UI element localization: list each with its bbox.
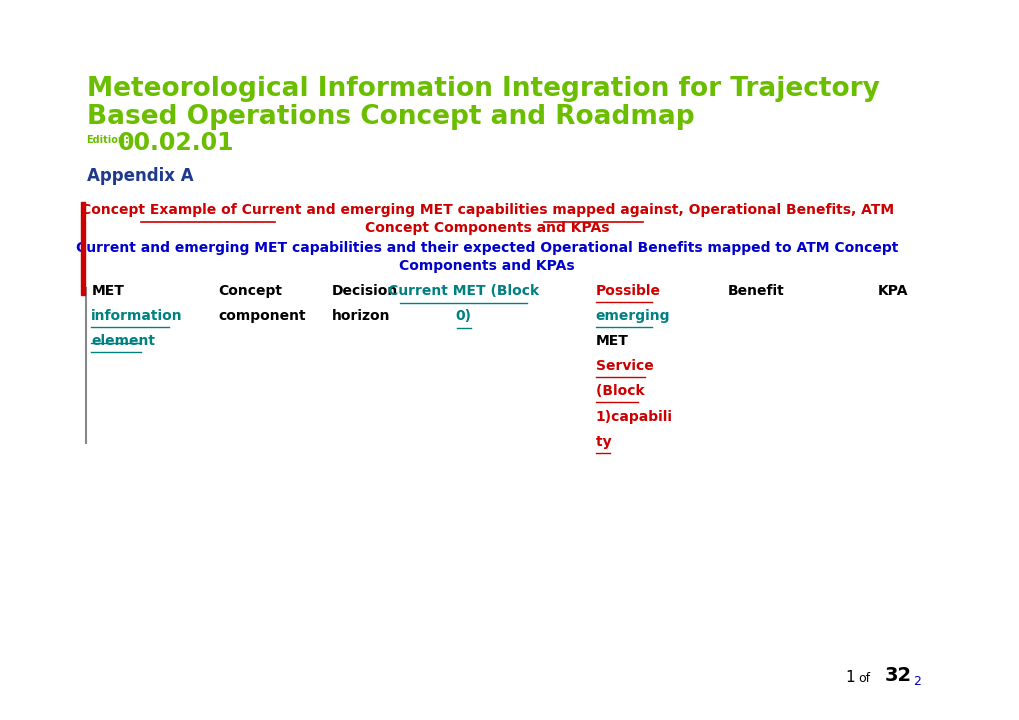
Text: Based Operations Concept and Roadmap: Based Operations Concept and Roadmap (87, 104, 694, 130)
Text: ty: ty (595, 435, 615, 449)
Text: Components and KPAs: Components and KPAs (398, 259, 575, 273)
Text: Current MET (Block: Current MET (Block (387, 284, 539, 297)
Text: Edition:: Edition: (87, 135, 129, 145)
Text: Concept Components and KPAs: Concept Components and KPAs (365, 221, 608, 235)
Text: of: of (858, 672, 869, 685)
Text: MET: MET (92, 284, 124, 297)
Text: Possible: Possible (595, 284, 660, 297)
Text: 2: 2 (912, 675, 920, 688)
Text: MET: MET (595, 334, 628, 348)
Text: 32: 32 (883, 667, 911, 685)
Text: Benefit: Benefit (727, 284, 784, 297)
Text: 1: 1 (845, 670, 854, 685)
Text: element: element (92, 334, 155, 348)
Text: (Block: (Block (595, 384, 648, 398)
Text: 00.02.01: 00.02.01 (117, 131, 234, 155)
Text: Concept: Concept (218, 284, 282, 297)
Text: Current and emerging MET capabilities and their expected Operational Benefits ma: Current and emerging MET capabilities an… (75, 241, 898, 255)
Text: Service: Service (595, 359, 657, 373)
Text: 0): 0) (455, 309, 471, 323)
Text: 1)capabili: 1)capabili (595, 410, 672, 423)
Text: emerging: emerging (595, 309, 669, 323)
Bar (81, 202, 85, 295)
Text: information: information (92, 309, 182, 323)
Text: Appendix A: Appendix A (87, 167, 193, 185)
Text: Concept Example of Current and emerging MET capabilities mapped against, Operati: Concept Example of Current and emerging … (81, 203, 893, 217)
Text: KPA: KPA (877, 284, 908, 297)
Text: Decision: Decision (331, 284, 397, 297)
Text: Meteorological Information Integration for Trajectory: Meteorological Information Integration f… (87, 76, 878, 102)
Text: horizon: horizon (331, 309, 389, 323)
Text: component: component (218, 309, 306, 323)
